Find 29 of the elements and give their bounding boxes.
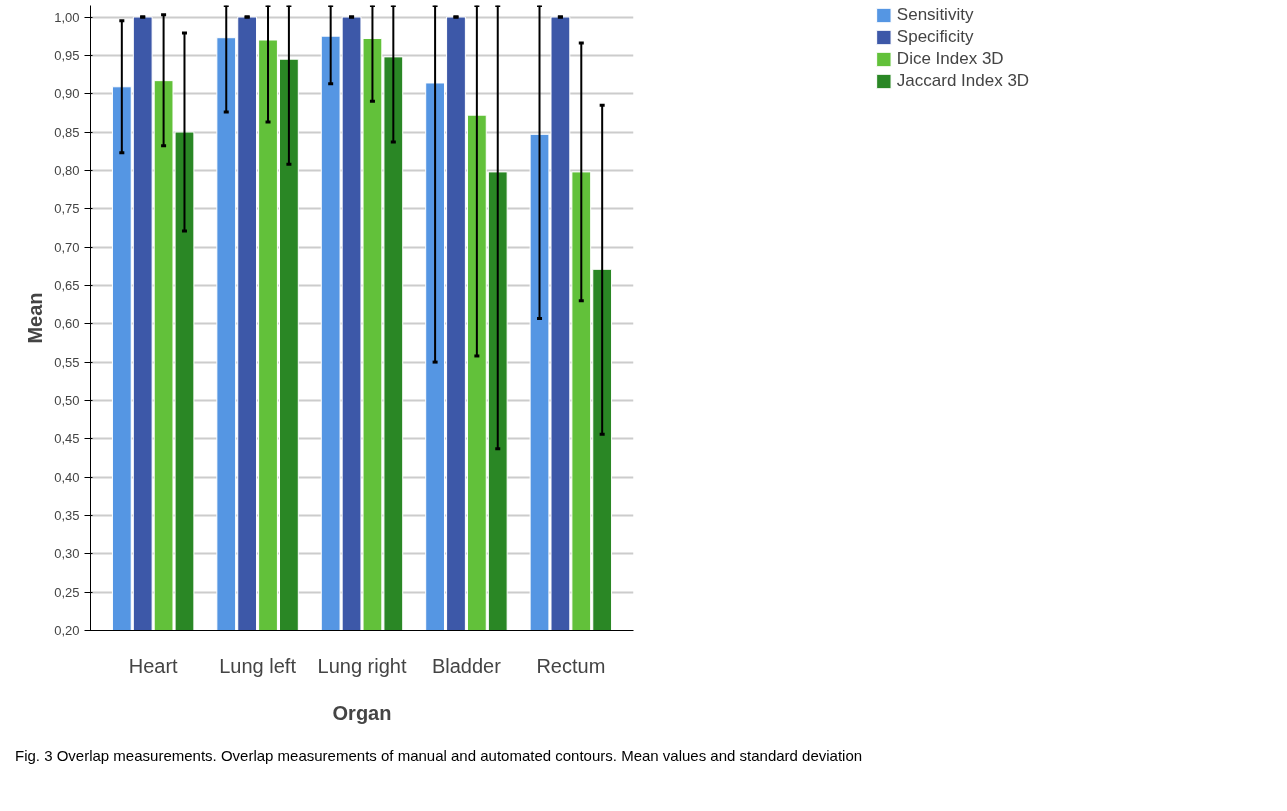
y-tick-label: 0,65 [54,277,80,293]
y-tick-label: 0,20 [54,623,80,638]
legend-label: Specificity [896,27,974,47]
x-tick-label: Lung right [317,654,407,677]
y-tick-label: 0,40 [54,469,80,485]
y-tick-label: 0,80 [54,162,80,178]
y-tick-label: 0,70 [54,239,80,255]
y-tick-label: 0,95 [54,47,80,63]
x-tick-label: Rectum [536,654,606,677]
y-tick-label: 0,45 [54,431,80,447]
legend-label: Jaccard Index 3D [896,71,1030,91]
x-tick-label: Bladder [431,654,502,677]
legend-label: Dice Index 3D [896,49,1004,69]
caption: Fig. 3 Overlap measurements. Overlap measurements of manual and automated contours. Mean values and standard deviation [15,746,863,766]
y-tick-label: 1,00 [54,9,80,25]
y-tick-label: 0,35 [54,507,80,523]
y-tick-label: 0,85 [54,124,80,140]
y-axis-title: Mean [24,292,47,344]
y-tick-label: 0,55 [54,354,80,370]
legend-label: Sensitivity [896,5,974,25]
y-tick-label: 0,50 [54,392,80,408]
x-tick-label: Lung left [219,654,297,677]
y-tick-label: 0,60 [54,316,80,332]
y-tick-label: 0,25 [54,584,80,600]
x-tick-label: Heart [128,654,179,677]
x-axis-title: Organ [332,701,392,724]
y-tick-label: 0,90 [54,86,80,102]
y-tick-label: 0,30 [54,546,80,562]
y-tick-label: 0,75 [54,201,80,217]
